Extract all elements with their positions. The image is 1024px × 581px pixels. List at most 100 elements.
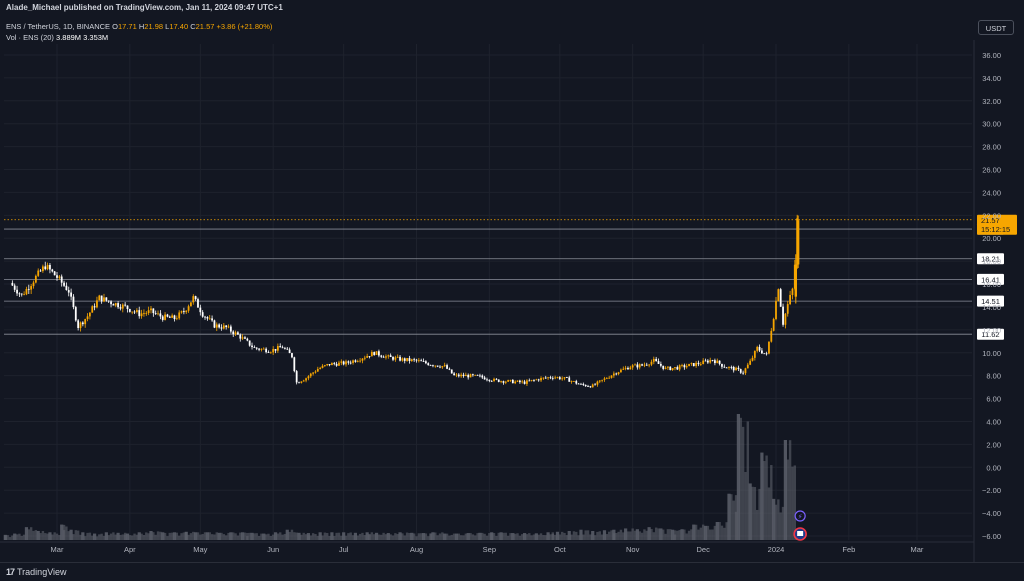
candle-body	[772, 319, 775, 331]
candle-body	[340, 361, 343, 363]
time-tick-label: Feb	[842, 545, 855, 554]
volume-bar	[288, 531, 291, 540]
volume-bar	[678, 530, 681, 540]
candle-body	[420, 360, 423, 362]
candle-body	[305, 378, 307, 381]
time-tick-label: Mar	[51, 545, 64, 554]
candle-body	[93, 306, 96, 308]
candle-body	[685, 366, 688, 368]
volume-bar	[205, 532, 209, 540]
volume-bar	[419, 533, 423, 540]
time-tick-label: 2024	[768, 545, 785, 554]
currency-button[interactable]: USDT	[978, 20, 1014, 35]
volume-bar	[631, 528, 634, 540]
volume-bar	[137, 532, 141, 540]
candle-body	[596, 381, 599, 385]
candle-body	[70, 292, 72, 297]
volume-bar	[15, 534, 19, 540]
volume-bar	[509, 533, 512, 540]
volume-bar	[199, 534, 202, 540]
candle-body	[281, 347, 284, 349]
candle-body	[380, 355, 383, 357]
volume-bar	[248, 532, 251, 540]
price-tick-label: 34.00	[982, 74, 1001, 83]
last-price-tag	[977, 214, 1017, 235]
volume-bar	[466, 533, 470, 540]
symbol-name[interactable]: ENS / TetherUS, 1D, BINANCE	[6, 22, 111, 31]
candle-body	[427, 363, 430, 366]
volume-bar	[314, 533, 317, 540]
candle-body	[51, 269, 54, 272]
level-label: 18.21	[981, 255, 1000, 264]
volume-bar	[382, 532, 385, 540]
candle-body	[714, 360, 716, 364]
time-axis[interactable]: Mar Apr May Jun Jul Aug Sep Oct Nov Dec 2024 Feb Mar	[51, 545, 924, 554]
candle-body	[413, 359, 416, 361]
volume-bar	[220, 532, 223, 540]
volume-bar	[194, 532, 198, 540]
candle-body	[779, 289, 782, 307]
publisher-bar: Alade_Michael published on TradingView.c…	[0, 0, 1024, 16]
volume-bar	[534, 533, 538, 540]
candle-body	[551, 377, 554, 379]
candle-body	[119, 307, 122, 309]
candle-body	[363, 357, 366, 359]
price-tick-label: 20.00	[982, 234, 1001, 243]
candle-body	[204, 316, 206, 318]
price-tick-label: 32.00	[982, 97, 1001, 106]
candle-body	[49, 264, 51, 270]
price-tick-label: 30.00	[982, 120, 1001, 129]
volume-bar	[542, 535, 545, 540]
candle-body	[587, 386, 589, 387]
volume-bar	[654, 527, 658, 540]
candle-body	[547, 377, 549, 379]
volume-bar	[260, 533, 263, 540]
volume-bar	[119, 534, 122, 540]
volume-bar	[753, 487, 757, 540]
candle-body	[375, 351, 378, 355]
volume-bar	[267, 533, 270, 540]
volume-bar	[297, 532, 301, 540]
volume-bar	[328, 536, 331, 540]
volume-bar	[600, 534, 604, 540]
candle-body	[702, 360, 705, 365]
price-tick-label: 14.00	[982, 303, 1001, 312]
candle-body	[408, 358, 411, 361]
volume-label[interactable]: Vol · ENS (20)	[6, 33, 54, 42]
candle-body	[718, 360, 721, 364]
event-lightning-icon[interactable]	[794, 510, 806, 522]
candle-body	[645, 364, 648, 366]
volume-bar	[445, 533, 449, 540]
volume-bar	[511, 533, 515, 540]
candle-body	[457, 374, 460, 377]
volume-bar	[431, 532, 435, 540]
candle-body	[573, 381, 575, 382]
volume-bar	[560, 531, 564, 540]
price-candles	[11, 214, 800, 388]
event-markers[interactable]: ⚡	[793, 510, 807, 541]
price-axis[interactable]: 36.00 34.00 32.00 30.00 28.00 26.00 24.00 22.00…	[982, 51, 1001, 541]
volume-bar	[363, 535, 367, 540]
symbol-legend[interactable]: ENS / TetherUS, 1D, BINANCE O17.71 H21.9…	[6, 22, 272, 31]
candle-body	[361, 358, 364, 361]
volume-bar	[185, 531, 188, 540]
volume-legend[interactable]: Vol · ENS (20) 3.889M 3.353M	[6, 33, 108, 42]
candle-body	[664, 367, 667, 369]
candle-body	[763, 353, 766, 355]
candle-body	[429, 365, 432, 366]
volume-bar	[666, 529, 670, 540]
candle-body	[521, 381, 524, 383]
volume-bar	[65, 526, 68, 540]
volume-bar	[401, 533, 404, 540]
price-tick-label: 22.00	[982, 211, 1001, 220]
volume-bar	[215, 532, 218, 540]
volume-bar	[396, 534, 399, 540]
candle-body	[234, 332, 237, 335]
candle-body	[469, 374, 472, 378]
volume-bar	[18, 533, 21, 540]
tradingview-logo[interactable]: 17 TradingView	[6, 567, 67, 577]
volume-bar	[229, 532, 233, 540]
volume-bar	[499, 532, 503, 540]
volume-bar	[462, 535, 465, 540]
